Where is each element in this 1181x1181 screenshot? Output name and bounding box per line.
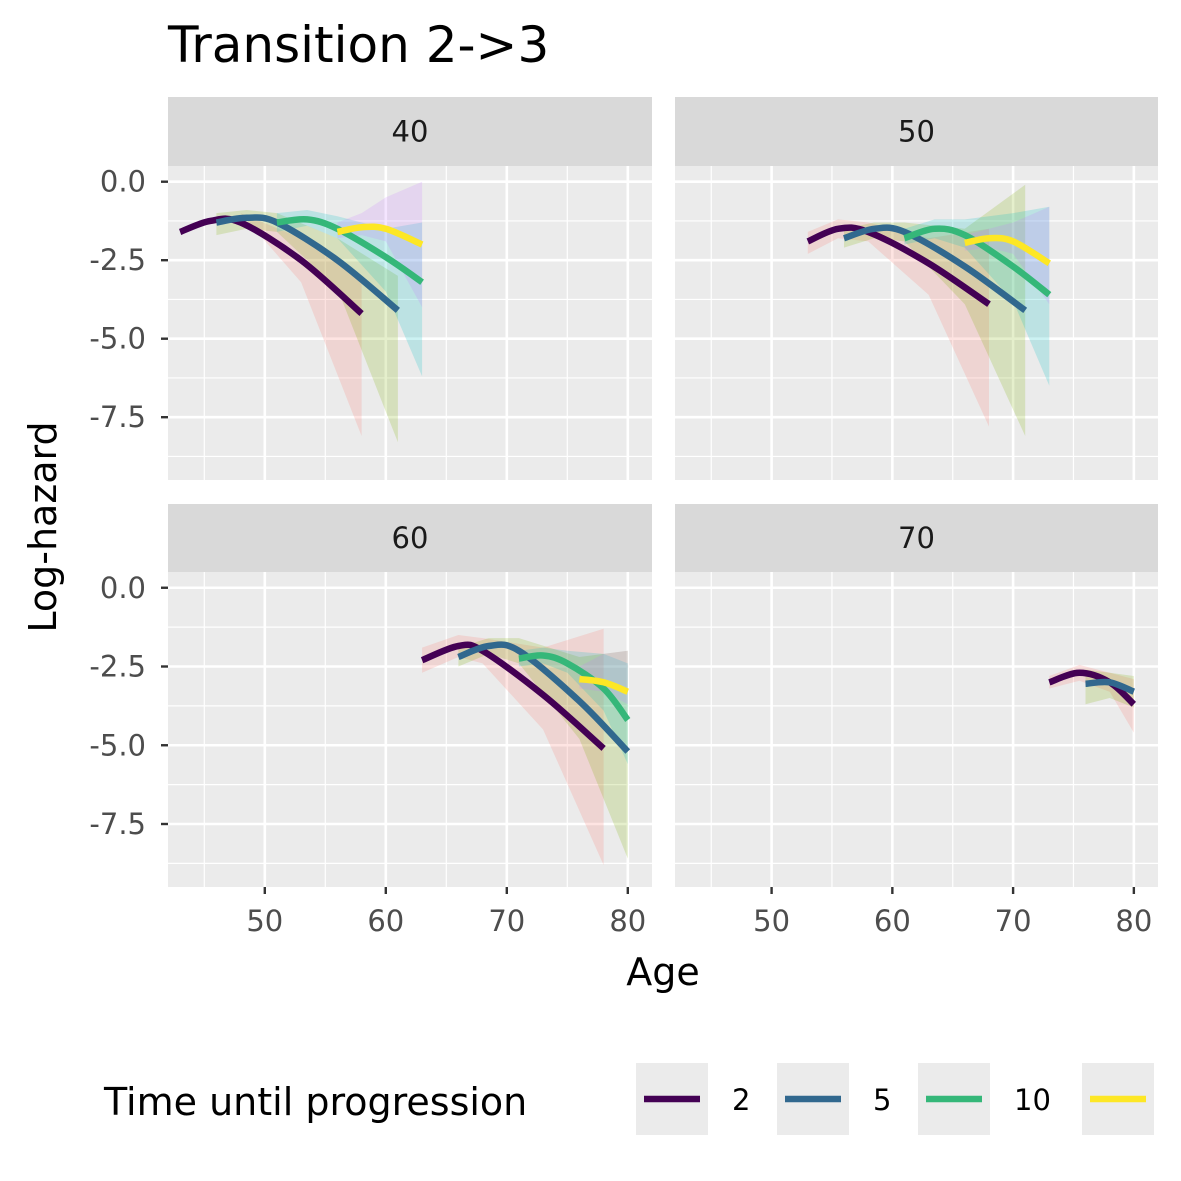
legend-item: [1082, 1063, 1154, 1135]
confidence-ribbon: [276, 210, 423, 377]
series-line: [457, 641, 631, 754]
series-line: [842, 224, 1028, 314]
confidence-ribbon: [422, 628, 604, 865]
chart-title: Transition 2->3: [167, 16, 549, 74]
strip-background: [675, 504, 1158, 572]
panel-background: [675, 166, 1158, 480]
x-tick-label: 70: [995, 904, 1032, 938]
series-line: [578, 675, 630, 695]
x-tick-label: 80: [609, 904, 646, 938]
series-line: [336, 223, 424, 248]
panel-background: [168, 572, 652, 887]
confidence-ribbon: [579, 650, 628, 705]
legend-label: 10: [1014, 1083, 1051, 1117]
facet-panel-60: 60: [168, 504, 652, 887]
facet-panel-40: 40: [168, 97, 652, 480]
strip-background: [168, 504, 652, 572]
legend-title: Time until progression: [103, 1080, 527, 1124]
panel-data: [420, 628, 631, 865]
x-axis-title: Age: [626, 950, 700, 994]
strip-background: [168, 97, 652, 166]
panel-data: [806, 184, 1052, 436]
x-tick-label: 60: [874, 904, 911, 938]
y-axis-title: Log-hazard: [21, 421, 65, 632]
panel-data: [178, 181, 424, 443]
facet-panels: 40 50 60 70: [168, 97, 1158, 887]
facet-panel-50: 50: [675, 97, 1158, 480]
panel-background: [675, 572, 1158, 887]
series-line: [1048, 669, 1137, 707]
y-tick-label: -5.0: [89, 728, 146, 762]
strip-background: [675, 97, 1158, 166]
legend-item: 2: [636, 1063, 750, 1135]
legend-label: 5: [873, 1083, 891, 1117]
y-tick-label: -2.5: [89, 650, 146, 684]
y-tick-label: -7.5: [89, 400, 146, 434]
panel-data: [1048, 664, 1137, 733]
y-tick-label: -7.5: [89, 807, 146, 841]
x-tick-label: 50: [753, 904, 790, 938]
facet-panel-70: 70: [675, 504, 1158, 887]
x-axis: 50 60 70 80 50 60 70 80: [246, 887, 1152, 938]
strip-label: 60: [392, 521, 429, 555]
strip-label: 50: [898, 115, 935, 149]
y-tick-label: -2.5: [89, 243, 146, 277]
legend: Time until progression 2 5 10: [103, 1063, 1154, 1135]
series-line: [420, 641, 606, 751]
series-line: [964, 234, 1052, 267]
x-tick-label: 80: [1115, 904, 1152, 938]
x-tick-label: 50: [246, 904, 283, 938]
x-tick-label: 70: [488, 904, 525, 938]
series-line: [1085, 678, 1136, 695]
confidence-ribbon: [518, 647, 628, 765]
x-tick-label: 60: [367, 904, 404, 938]
legend-label: 2: [732, 1083, 750, 1117]
confidence-ribbon: [458, 638, 628, 859]
series-line: [903, 225, 1052, 298]
legend-item: 5: [777, 1063, 891, 1135]
confidence-ribbon: [337, 181, 423, 308]
strip-label: 70: [898, 521, 935, 555]
y-tick-label: -5.0: [89, 322, 146, 356]
legend-item: 10: [918, 1063, 1051, 1135]
confidence-ribbon: [904, 206, 1050, 386]
confidence-ribbon: [180, 210, 362, 436]
y-axis: 0.0 -2.5 -5.0 -7.5 0.0 -2.5 -5.0 -7.5: [89, 165, 168, 841]
y-tick-label: 0.0: [100, 571, 146, 605]
series-line: [178, 215, 364, 317]
confidence-ribbon: [964, 206, 1050, 305]
y-tick-label: 0.0: [100, 165, 146, 199]
strip-label: 40: [392, 115, 429, 149]
series-line: [518, 652, 631, 722]
